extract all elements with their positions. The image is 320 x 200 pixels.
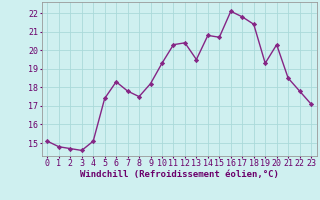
X-axis label: Windchill (Refroidissement éolien,°C): Windchill (Refroidissement éolien,°C) [80,170,279,179]
